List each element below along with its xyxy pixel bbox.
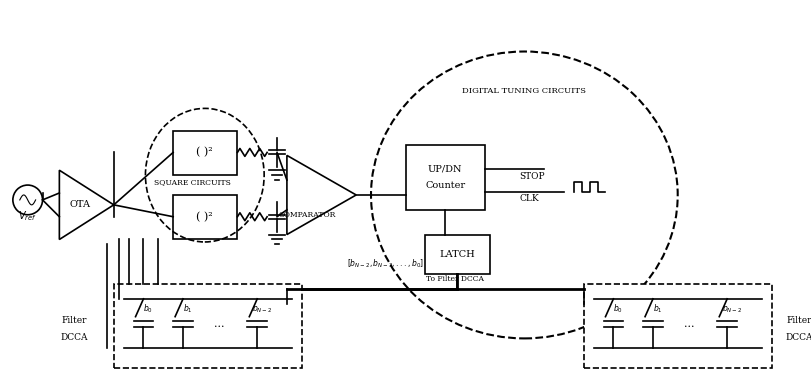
FancyBboxPatch shape: [425, 234, 489, 274]
Text: To Filter DCCA: To Filter DCCA: [426, 275, 483, 283]
Text: $V_{ref}$: $V_{ref}$: [18, 209, 37, 223]
FancyBboxPatch shape: [114, 284, 302, 368]
Text: $b_0$: $b_0$: [144, 303, 153, 315]
Text: DCCA: DCCA: [785, 333, 811, 342]
FancyBboxPatch shape: [583, 284, 770, 368]
FancyBboxPatch shape: [173, 131, 237, 175]
Text: ( )²: ( )²: [196, 147, 213, 157]
Text: STOP: STOP: [519, 172, 544, 181]
FancyBboxPatch shape: [406, 146, 484, 210]
Text: Filter: Filter: [62, 316, 87, 325]
Text: ( )²: ( )²: [196, 211, 213, 222]
Text: $b_1$: $b_1$: [652, 303, 662, 315]
Text: $b_{N-2}$: $b_{N-2}$: [721, 303, 741, 315]
Text: Filter: Filter: [786, 316, 811, 325]
Text: $[b_{N-2},b_{N-3},...,b_0]$: $[b_{N-2},b_{N-3},...,b_0]$: [347, 258, 424, 270]
Text: $b_1$: $b_1$: [183, 303, 192, 315]
Text: LATCH: LATCH: [439, 250, 474, 259]
Text: CLK: CLK: [519, 195, 539, 203]
Text: DIGITAL TUNING CIRCUITS: DIGITAL TUNING CIRCUITS: [461, 87, 586, 95]
Text: $b_{N-2}$: $b_{N-2}$: [251, 303, 272, 315]
Text: $b_0$: $b_0$: [612, 303, 623, 315]
Text: DCCA: DCCA: [60, 333, 88, 342]
Text: OTA: OTA: [70, 200, 91, 210]
Text: UP/DN: UP/DN: [427, 165, 462, 174]
Text: SQUARE CIRCUITS: SQUARE CIRCUITS: [154, 178, 231, 186]
Text: ...: ...: [214, 319, 225, 329]
Text: Counter: Counter: [425, 180, 465, 190]
Text: ...: ...: [684, 319, 694, 329]
FancyBboxPatch shape: [173, 195, 237, 239]
Text: COMPARATOR: COMPARATOR: [279, 211, 336, 219]
